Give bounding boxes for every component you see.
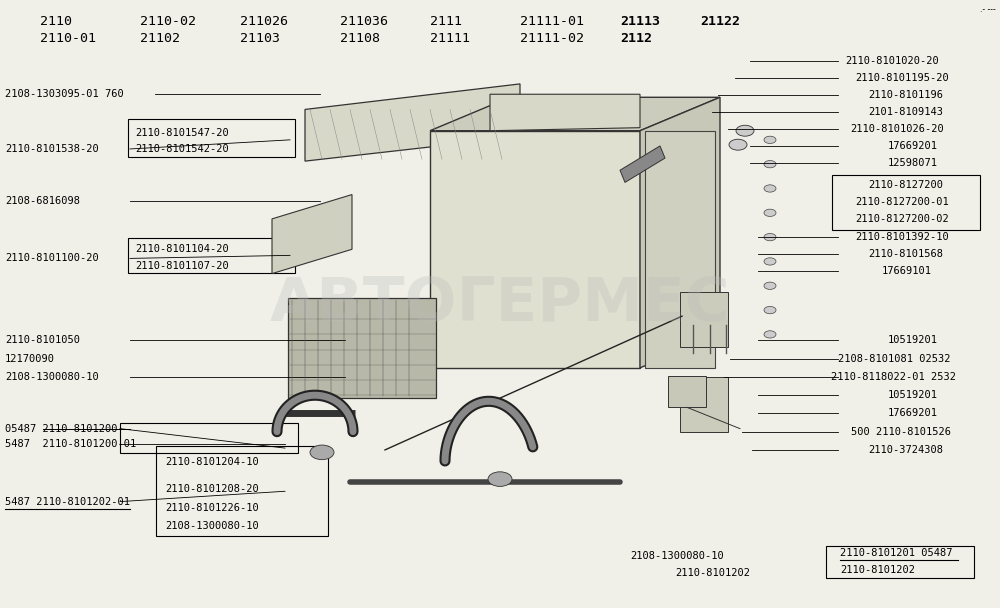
Bar [128,119,295,157]
Text: 05487 2110-8101200: 05487 2110-8101200 [5,424,118,434]
Text: 2110-8101202: 2110-8101202 [840,565,915,575]
Text: 2110-02: 2110-02 [140,15,196,28]
Text: 5487 2110-8101202-01: 5487 2110-8101202-01 [5,497,130,506]
Text: 21111-01: 21111-01 [520,15,584,28]
Text: 21111: 21111 [430,32,470,44]
Text: 2110-8101020-20: 2110-8101020-20 [845,56,939,66]
Text: 2112: 2112 [620,32,652,44]
Text: 2110-8101547-20: 2110-8101547-20 [135,128,229,137]
Circle shape [310,445,334,460]
Polygon shape [272,195,352,274]
Text: 500 2110-8101526: 500 2110-8101526 [851,427,951,437]
Text: 2110-8101538-20: 2110-8101538-20 [5,144,99,154]
Text: 2108-1303095-01 760: 2108-1303095-01 760 [5,89,124,99]
Text: 2110-8101050: 2110-8101050 [5,336,80,345]
Text: 17669201: 17669201 [888,141,938,151]
Text: 21122: 21122 [700,15,740,28]
Circle shape [764,331,776,338]
Circle shape [764,233,776,241]
Text: 21108: 21108 [340,32,380,44]
Text: 21113: 21113 [620,15,660,28]
Text: 2110-8101195-20: 2110-8101195-20 [855,73,949,83]
Bar [288,298,436,398]
Bar [120,423,298,453]
Polygon shape [620,146,665,182]
Text: 2110-8101100-20: 2110-8101100-20 [5,254,99,263]
Text: 2110-8101196: 2110-8101196 [868,90,943,100]
Text: АВТОГЕРМЕС: АВТОГЕРМЕС [270,274,730,334]
Circle shape [764,161,776,168]
Text: 2110-8101104-20: 2110-8101104-20 [135,244,229,254]
Text: 21102: 21102 [140,32,180,44]
Text: 2108-1300080-10: 2108-1300080-10 [165,521,259,531]
Polygon shape [640,97,720,368]
Text: 2110-8101208-20: 2110-8101208-20 [165,485,259,494]
Text: 2110-8101026-20: 2110-8101026-20 [850,124,944,134]
Text: 12598071: 12598071 [888,158,938,168]
Text: 2110-8101201 05487: 2110-8101201 05487 [840,548,952,558]
Text: 2110-8127200-02: 2110-8127200-02 [855,214,949,224]
Polygon shape [305,84,520,161]
Text: 2108-6816098: 2108-6816098 [5,196,80,206]
Text: 2108-8101081 02532: 2108-8101081 02532 [838,354,950,364]
Text: 2108-1300080-10: 2108-1300080-10 [5,372,99,382]
Text: 21111-02: 21111-02 [520,32,584,44]
Circle shape [729,139,747,150]
Bar [645,131,715,368]
Circle shape [764,306,776,314]
Text: 2110-8118022-01 2532: 2110-8118022-01 2532 [831,372,956,382]
Text: 211026: 211026 [240,15,288,28]
Bar [826,546,974,578]
Circle shape [764,136,776,143]
Circle shape [764,209,776,216]
Text: 2110-8127200: 2110-8127200 [868,181,943,190]
Circle shape [488,472,512,486]
Text: 17669201: 17669201 [888,409,938,418]
Text: 2110-8101204-10: 2110-8101204-10 [165,457,259,467]
Text: .- ---: .- --- [980,5,996,14]
Text: 2110-8101202: 2110-8101202 [675,568,750,578]
Text: 2110-3724308: 2110-3724308 [868,445,943,455]
Text: 2110-8127200-01: 2110-8127200-01 [855,198,949,207]
Text: 2110: 2110 [40,15,72,28]
Text: 211036: 211036 [340,15,388,28]
Text: 2110-01: 2110-01 [40,32,96,44]
Text: 12170090: 12170090 [5,354,55,364]
Text: 2110-8101226-10: 2110-8101226-10 [165,503,259,513]
Text: 5487  2110-8101200-01: 5487 2110-8101200-01 [5,439,136,449]
Bar [832,175,980,230]
Bar [680,292,728,347]
Circle shape [764,258,776,265]
Polygon shape [490,94,640,131]
Text: 2101-8109143: 2101-8109143 [868,107,943,117]
Text: 21103: 21103 [240,32,280,44]
Text: 2111: 2111 [430,15,462,28]
Circle shape [764,185,776,192]
Bar [680,377,728,432]
Text: 2110-8101568: 2110-8101568 [868,249,943,258]
Text: 2110-8101542-20: 2110-8101542-20 [135,144,229,154]
Text: 10519201: 10519201 [888,336,938,345]
Bar [128,238,295,273]
Circle shape [736,125,754,136]
Text: 2110-8101392-10: 2110-8101392-10 [855,232,949,242]
Polygon shape [430,97,720,131]
Text: 2108-1300080-10: 2108-1300080-10 [630,551,724,561]
Text: 2110-8101107-20: 2110-8101107-20 [135,261,229,271]
Bar [156,446,328,536]
Text: 17669101: 17669101 [882,266,932,275]
Bar [668,376,706,407]
Circle shape [764,282,776,289]
Text: 10519201: 10519201 [888,390,938,400]
Text: 5487 2110-8101202-01: 5487 2110-8101202-01 [5,497,130,506]
Bar [430,131,640,368]
